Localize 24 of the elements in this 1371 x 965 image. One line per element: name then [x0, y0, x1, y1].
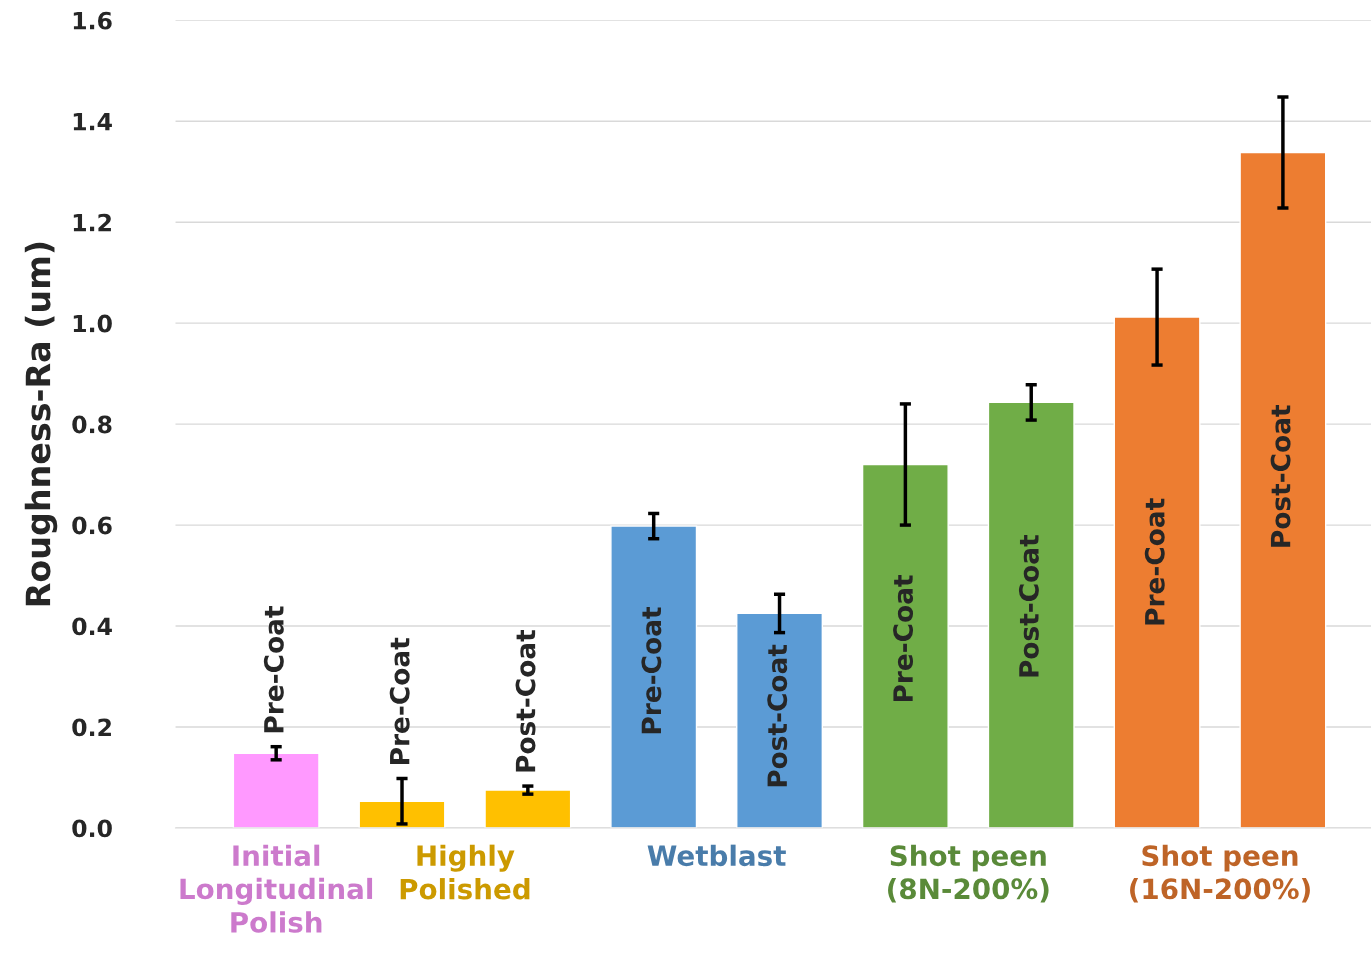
y-tick-label: 0.8	[72, 415, 112, 434]
text: Pre-Coat	[389, 637, 410, 764]
x-tick-label: Highly Polished	[400, 844, 530, 900]
x-tick-label: Wetblast	[647, 844, 786, 867]
y-tick-label: 1.6	[73, 11, 112, 30]
text: Post-Coat	[515, 629, 536, 772]
y-tick-label: 1.0	[73, 314, 112, 333]
text: Post-Coat	[767, 644, 788, 787]
text: Post-Coat	[1270, 405, 1291, 547]
text: Pre-Coat	[641, 607, 662, 734]
y-axis-title: Roughness-Ra (um)	[24, 242, 58, 606]
y-tick-label: 1.4	[73, 112, 112, 131]
y-tick-label: 0.2	[72, 718, 111, 737]
y-tick-label: 0.0	[72, 819, 112, 838]
text: Pre-Coat	[1144, 498, 1165, 625]
x-tick-label: Initial Longitudinal Polish	[180, 844, 373, 933]
y-tick-label: 0.6	[72, 516, 112, 535]
text: Pre-Coat	[263, 606, 284, 733]
x-tick-label: Shot peen (16N-200%)	[1130, 844, 1310, 903]
text: Post-Coat	[1018, 534, 1039, 677]
y-tick-label: 0.4	[72, 617, 112, 636]
y-tick-label: 1.2	[73, 213, 111, 232]
text: Pre-Coat	[893, 575, 914, 702]
x-tick-label: Shot peen (8N-200%)	[888, 844, 1049, 903]
